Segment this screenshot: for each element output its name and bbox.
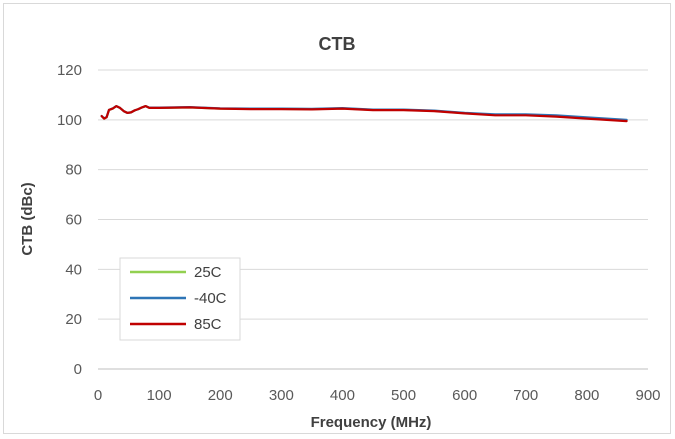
y-axis-title: CTB (dBc): [19, 182, 36, 255]
x-tick-label: 700: [513, 387, 538, 404]
x-tick-label: 900: [635, 387, 660, 404]
y-tick-label: 80: [65, 162, 82, 179]
y-tick-label: 20: [65, 311, 82, 328]
series-line-2: [100, 104, 628, 123]
y-tick-label: 100: [57, 112, 82, 129]
legend-label-85c: 85C: [194, 316, 222, 333]
y-tick-label: 60: [65, 212, 82, 229]
y-tick-label: 120: [57, 62, 82, 79]
x-tick-labels: 0 100 200 300 400 500 600 700 800 900: [94, 387, 661, 404]
x-tick-label: 200: [208, 387, 233, 404]
chart-frame: [3, 3, 671, 434]
chart-title: CTB: [319, 34, 356, 54]
x-tick-label: 800: [574, 387, 599, 404]
x-tick-label: 0: [94, 387, 102, 404]
x-axis-title: Frequency (MHz): [311, 414, 432, 431]
x-tick-label: 100: [147, 387, 172, 404]
x-tick-label: 400: [330, 387, 355, 404]
y-tick-label: 40: [65, 261, 82, 278]
y-tick-labels: 0 20 40 60 80 100 120: [57, 62, 82, 378]
legend-label-minus40c: -40C: [194, 290, 227, 307]
y-tick-label: 0: [74, 361, 82, 378]
x-tick-label: 500: [391, 387, 416, 404]
series-lines: [100, 104, 628, 123]
x-tick-label: 300: [269, 387, 294, 404]
legend-label-25c: 25C: [194, 264, 222, 281]
legend: 25C -40C 85C: [119, 257, 241, 341]
x-tick-label: 600: [452, 387, 477, 404]
